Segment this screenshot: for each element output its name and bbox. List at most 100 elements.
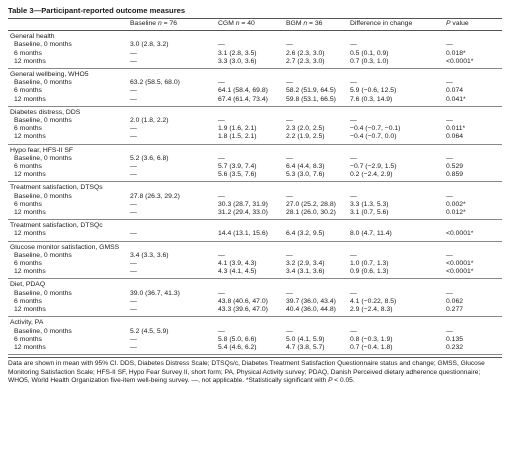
cell-diff: 5.9 (−0.6, 12.5) — [350, 87, 397, 95]
cell-diff: 0.8 (−0.3, 1.9) — [350, 335, 393, 343]
cell-cgm: 14.4 (13.1, 15.6) — [216, 230, 284, 242]
group-header-row: Treatment satisfaction, DTSQc — [8, 220, 502, 231]
table-row: 6 months — 5.7 (3.9, 7.4) 6.4 (4.4, 8.3) −0.… — [8, 163, 502, 171]
cell-baseline: — — [128, 209, 216, 221]
cell-bgm: 59.8 (53.1, 66.5) — [284, 95, 348, 107]
table-row: Baseline, 0 months 27.8 (26.3, 29.2) — — — — — [8, 193, 502, 201]
cell-p: 0.529 — [446, 163, 464, 171]
cell-diff: 3.1 (0.7, 5.6) — [348, 209, 444, 221]
cell-p: <0.0001* — [446, 260, 474, 268]
cell-bgm: — — [286, 289, 293, 297]
cell-baseline: — — [130, 260, 137, 268]
header-baseline: Baseline n = 76 — [128, 17, 216, 32]
table-row: 6 months — 5.8 (5.0, 6.6) 5.0 (4.1, 5.9) 0.8… — [8, 336, 502, 344]
cell-baseline: — — [128, 57, 216, 70]
cell-bgm: 2.2 (1.9, 2.5) — [284, 133, 348, 145]
cell-baseline: 2.0 (1.8, 2.2) — [130, 117, 169, 125]
row-label: 12 months — [8, 209, 128, 221]
cell-baseline: — — [130, 297, 137, 305]
row-label: Baseline, 0 months — [14, 289, 72, 297]
row-label: Baseline, 0 months — [14, 41, 72, 49]
row-label: 6 months — [14, 260, 42, 268]
row-label: 6 months — [14, 200, 42, 208]
cell-diff: 0.7 (0.3, 1.0) — [348, 57, 444, 70]
cell-baseline: 39.0 (36.7, 41.3) — [130, 289, 180, 297]
row-label: 12 months — [8, 133, 128, 145]
header-cgm: CGM n = 40 — [216, 17, 284, 32]
row-label: 12 months — [8, 343, 128, 356]
table-row: 6 months — 3.1 (2.8, 3.5) 2.6 (2.3, 3.0) 0.5… — [8, 50, 502, 58]
cell-baseline: 27.8 (26.3, 29.2) — [130, 192, 180, 200]
cell-p: 0.012* — [444, 209, 502, 221]
cell-baseline: — — [128, 95, 216, 107]
cell-diff: 0.5 (0.1, 0.9) — [350, 49, 389, 57]
table-row: 6 months — 1.9 (1.6, 2.1) 2.3 (2.0, 2.5) −0.… — [8, 125, 502, 133]
header-row: Baseline n = 76 CGM n = 40 BGM n = 36 Di… — [8, 17, 502, 32]
table-row: 12 months —5.6 (3.5, 7.6) 5.3 (3.0, 7.6) 0.… — [8, 171, 502, 183]
row-label: Baseline, 0 months — [14, 154, 72, 162]
cell-cgm: 3.3 (3.0, 3.6) — [216, 57, 284, 70]
cell-cgm: 1.9 (1.6, 2.1) — [218, 125, 257, 133]
group-header-row: Activity, PA — [8, 317, 502, 328]
cell-bgm: 5.3 (3.0, 7.6) — [284, 171, 348, 183]
cell-p: — — [446, 251, 453, 259]
cell-p: 0.041* — [444, 95, 502, 107]
table-title: Table 3—Participant-reported outcome mea… — [8, 6, 186, 15]
cell-bgm: — — [286, 41, 293, 49]
cell-cgm: 1.8 (1.5, 2.1) — [216, 133, 284, 145]
cell-p: 0.002* — [446, 200, 466, 208]
table-row: Baseline, 0 months 2.0 (1.8, 2.2) — — — — — [8, 117, 502, 125]
cell-p: — — [446, 117, 453, 125]
cell-baseline: — — [128, 171, 216, 183]
row-label: 6 months — [14, 163, 42, 171]
group-header-row: Glucose monitor satisfaction, GMSS — [8, 241, 502, 252]
table-row: 12 months —67.4 (61.4, 73.4) 59.8 (53.1, 6… — [8, 95, 502, 107]
cell-diff: 8.0 (4.7, 11.4) — [348, 230, 444, 242]
outcome-table: Baseline n = 76 CGM n = 40 BGM n = 36 Di… — [8, 17, 502, 356]
cell-cgm: 64.1 (58.4, 69.8) — [218, 87, 268, 95]
cell-diff: −0.4 (−0.7, 0.0) — [348, 133, 444, 145]
header-p-value: P value — [444, 17, 502, 32]
row-label: 12 months — [8, 171, 128, 183]
cell-p: — — [446, 41, 453, 49]
row-label: Baseline, 0 months — [14, 251, 72, 259]
group-name: Glucose monitor satisfaction, GMSS — [10, 243, 120, 251]
cell-bgm: — — [286, 117, 293, 125]
cell-p: — — [446, 79, 453, 87]
group-name: General wellbeing, WHO5 — [10, 71, 89, 79]
table-row: Baseline, 0 months 3.4 (3.3, 3.6) — — — — — [8, 252, 502, 260]
cell-cgm: — — [218, 192, 225, 200]
table-row: Baseline, 0 months 39.0 (36.7, 41.3) — — — — — [8, 290, 502, 298]
cell-diff: 0.2 (−2.4, 2.9) — [348, 171, 444, 183]
cell-bgm: 3.2 (2.9, 3.4) — [286, 260, 325, 268]
cell-p: 0.135 — [446, 335, 464, 343]
row-label: 12 months — [8, 268, 128, 280]
cell-bgm: 6.4 (4.4, 8.3) — [286, 163, 325, 171]
cell-diff: — — [350, 154, 357, 162]
group-name: Hypo fear, HFS-II SF — [10, 146, 74, 154]
cell-cgm: — — [218, 251, 225, 259]
row-label: 6 months — [14, 87, 42, 95]
cell-bgm: 2.3 (2.0, 2.5) — [286, 125, 325, 133]
cell-bgm: 40.4 (36.0, 44.8) — [284, 306, 348, 318]
cell-baseline: 3.0 (2.8, 3.2) — [130, 41, 169, 49]
cell-baseline: — — [128, 306, 216, 318]
cell-cgm: — — [218, 154, 225, 162]
cell-baseline: — — [128, 343, 216, 356]
cell-baseline: — — [130, 87, 137, 95]
header-bgm: BGM n = 36 — [284, 17, 348, 32]
cell-p: 0.074 — [446, 87, 464, 95]
group-header-row: General wellbeing, WHO5 — [8, 69, 502, 80]
row-label: Baseline, 0 months — [14, 192, 72, 200]
cell-diff: — — [350, 41, 357, 49]
group-name: Diet, PDAQ — [10, 281, 46, 289]
cell-p: — — [446, 154, 453, 162]
group-header-row: General health — [8, 31, 502, 42]
cell-diff: −0.7 (−2.9, 1.5) — [350, 163, 397, 171]
table-row: 12 months —5.4 (4.6, 6.2) 4.7 (3.8, 5.7) 0.… — [8, 343, 502, 356]
table-row: 12 months —14.4 (13.1, 15.6) 6.4 (3.2, 9.5… — [8, 230, 502, 242]
group-name: Activity, PA — [10, 319, 44, 327]
cell-bgm: 6.4 (3.2, 9.5) — [284, 230, 348, 242]
table-row: 6 months — 64.1 (58.4, 69.8) 58.2 (51.9, 64… — [8, 87, 502, 95]
